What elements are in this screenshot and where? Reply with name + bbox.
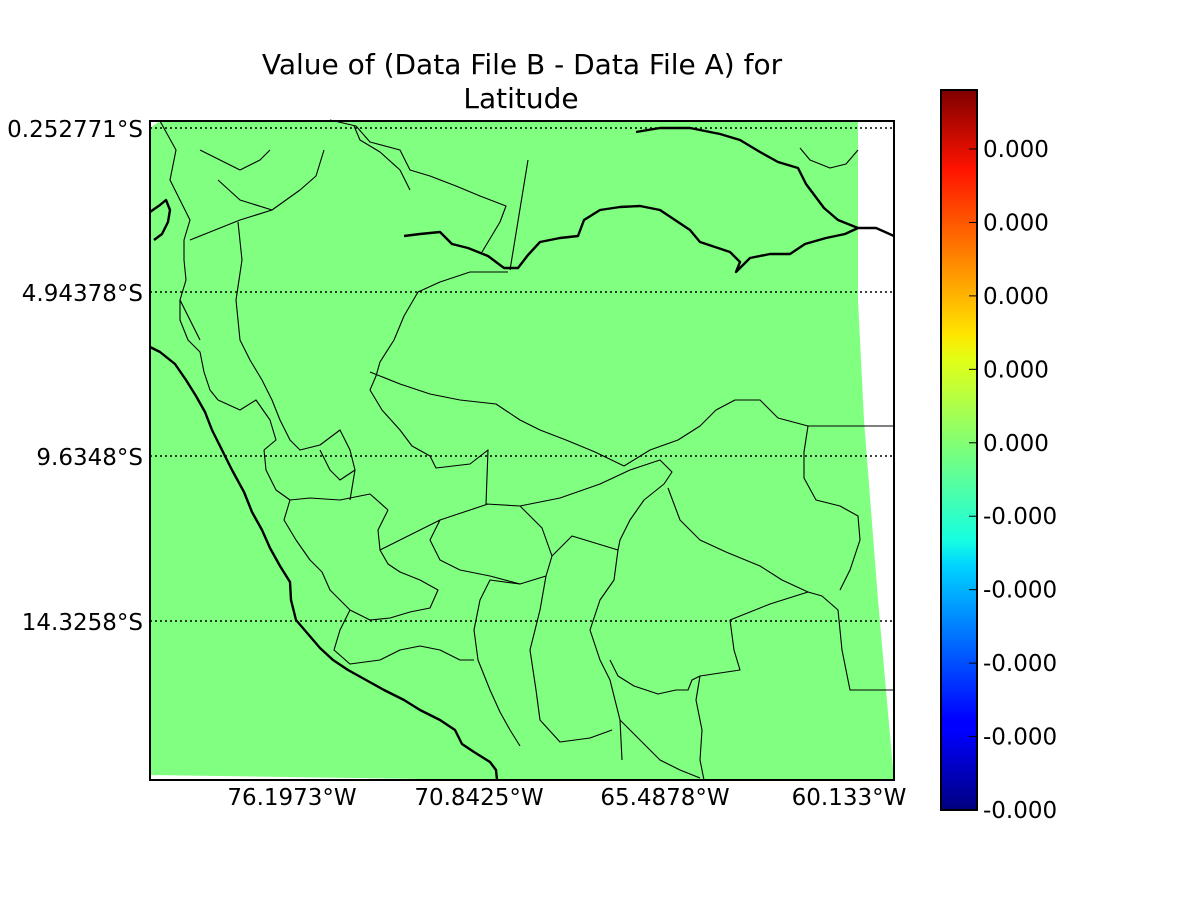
lat-label-1: 4.94378°S <box>22 281 143 307</box>
graticule <box>150 127 894 622</box>
colorbar-label: 0.000 <box>983 137 1049 163</box>
colorbar-label: -0.000 <box>983 504 1057 530</box>
map-panel <box>149 119 895 781</box>
lon-label-2: 65.4878°W <box>600 785 729 811</box>
colorbar-label: -0.000 <box>983 798 1057 824</box>
colorbar-label: 0.000 <box>983 210 1049 236</box>
colorbar-label: 0.000 <box>983 284 1049 310</box>
colorbar: 0.000 0.000 0.000 0.000 0.000 -0.000 -0.000 -0.… <box>940 89 1057 824</box>
colorbar-label: -0.000 <box>983 578 1057 604</box>
colorbar-label: -0.000 <box>983 725 1057 751</box>
colorbar-labels: 0.000 0.000 0.000 0.000 0.000 -0.000 -0.000 -0.… <box>969 137 1057 824</box>
title-line-2: Latitude <box>463 82 578 115</box>
colorbar-label: 0.000 <box>983 431 1049 457</box>
data-swath <box>150 121 894 780</box>
lat-label-2: 9.6348°S <box>36 445 143 471</box>
title-line-1: Value of (Data File B - Data File A) for <box>262 48 783 81</box>
lat-label-0: 0.252771°S <box>7 117 143 143</box>
colorbar-label: -0.000 <box>983 651 1057 677</box>
map-frame <box>149 120 895 781</box>
lon-label-1: 70.8425°W <box>414 785 543 811</box>
admin-boundaries <box>159 119 894 781</box>
lon-label-0: 76.1973°W <box>227 785 356 811</box>
lon-label-3: 60.133°W <box>792 785 907 811</box>
colorbar-label: 0.000 <box>983 357 1049 383</box>
longitude-labels: 76.1973°W 70.8425°W 65.4878°W 60.133°W <box>227 785 906 811</box>
lat-label-3: 14.3258°S <box>22 610 143 636</box>
colorbar-gradient <box>940 89 978 811</box>
latitude-labels: 0.252771°S 4.94378°S 9.6348°S 14.3258°S <box>7 117 143 636</box>
